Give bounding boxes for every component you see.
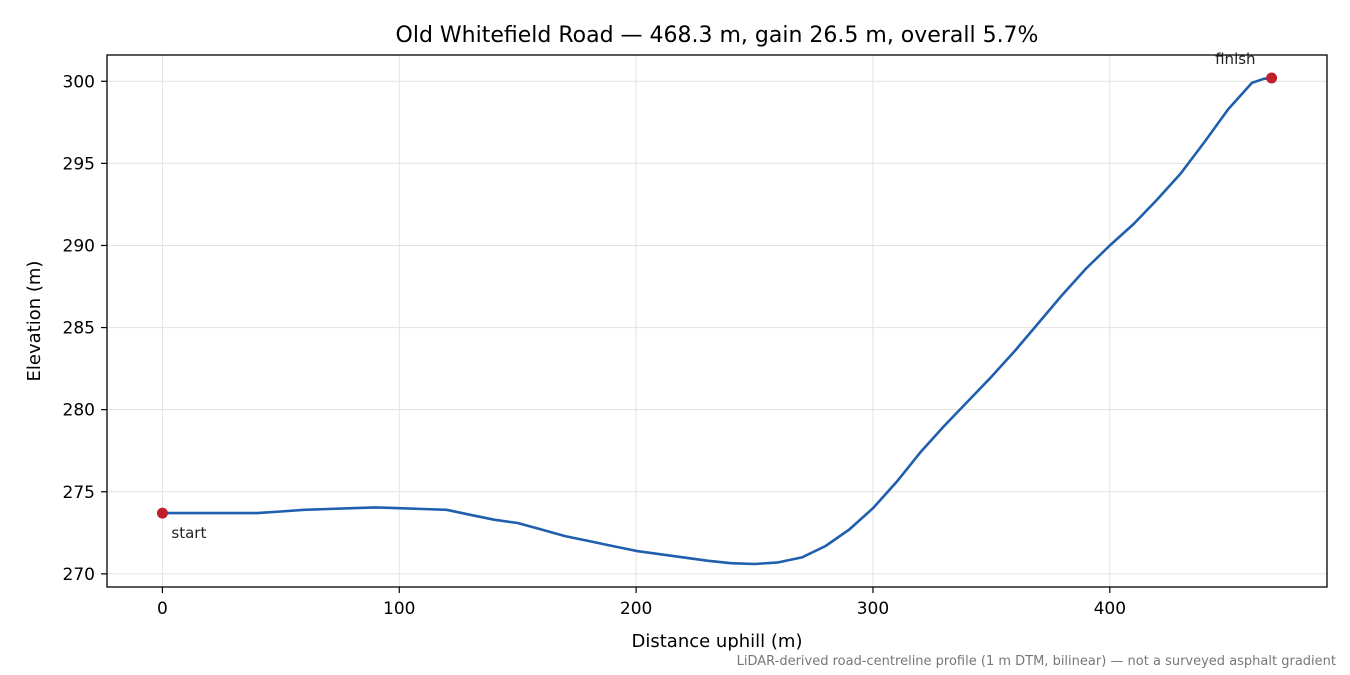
start-annotation: start (171, 524, 206, 542)
axis-ticks: 0 100 200 300 400 270 275 280 285 290 295 300 (63, 72, 1126, 619)
x-axis-label: Distance uphill (m) (632, 631, 803, 652)
finish-annotation: finish (1215, 50, 1255, 68)
y-tick-label: 295 (63, 154, 95, 174)
y-tick-label: 290 (63, 236, 95, 256)
x-tick-label: 200 (620, 599, 652, 619)
y-tick-label: 280 (63, 401, 95, 421)
x-tick-label: 0 (157, 599, 168, 619)
y-tick-label: 275 (63, 483, 95, 503)
y-tick-label: 270 (63, 565, 95, 585)
x-tick-label: 300 (857, 599, 889, 619)
grid-lines (107, 55, 1327, 587)
y-tick-label: 285 (63, 319, 95, 339)
y-axis-label: Elevation (m) (24, 261, 45, 382)
start-marker (156, 507, 168, 519)
y-tick-label: 300 (63, 72, 95, 92)
chart-footnote: LiDAR-derived road-centreline profile (1… (737, 654, 1336, 669)
x-tick-label: 100 (383, 599, 415, 619)
elevation-profile-line (161, 76, 1273, 566)
plot-area-frame (106, 54, 1328, 588)
finish-marker (1266, 72, 1278, 84)
x-tick-label: 400 (1094, 599, 1126, 619)
chart-title: Old Whitefield Road — 468.3 m, gain 26.5… (396, 23, 1039, 48)
